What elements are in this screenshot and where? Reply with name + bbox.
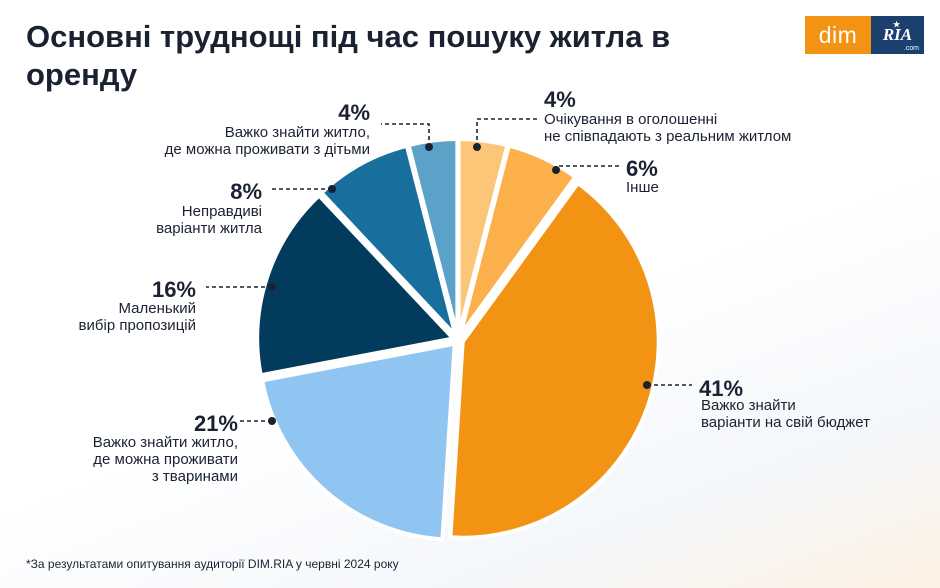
logo-ria-text: RIA — [882, 25, 913, 44]
leader-dot-3 — [328, 185, 336, 193]
slice-label-line-5-0: Очікування в оголошенні — [544, 111, 717, 128]
slice-value-2: 16% — [152, 277, 196, 302]
logo-star-icon: ★ — [893, 20, 901, 29]
leader-dot-1 — [268, 417, 276, 425]
leader-dot-4 — [425, 143, 433, 151]
slice-value-0: 41% — [699, 376, 743, 401]
slice-label-line-2-1: вибір пропозицій — [79, 317, 196, 334]
pie-slice-6 — [458, 143, 578, 338]
slice-label-line-0-0: Важко знайти — [701, 397, 796, 414]
chart-title: Основні труднощі під час пошуку житла в … — [26, 19, 671, 92]
slice-value-3: 8% — [230, 179, 262, 204]
slice-value-5: 4% — [544, 87, 576, 112]
logo-com-text: .com — [903, 45, 919, 52]
leader-line-5 — [476, 118, 538, 147]
slice-label-line-6-0: Інше — [626, 179, 659, 196]
slice-label-line-2-0: Маленький — [118, 300, 196, 317]
slice-value-1: 21% — [194, 411, 238, 436]
slice-label-6: 6%Інше — [552, 156, 659, 196]
slice-value-4: 4% — [338, 100, 370, 125]
slice-label-line-5-1: не співпадають з реальним житлом — [544, 128, 791, 145]
leader-dot-2 — [268, 283, 276, 291]
pie-slice-4 — [406, 137, 460, 338]
slice-label-1: 21%Важко знайти житло,де можна проживати… — [93, 411, 276, 485]
leader-dot-6 — [552, 166, 560, 174]
slice-label-line-1-2: з тваринами — [152, 468, 238, 485]
pie-slice-2 — [255, 193, 456, 378]
slice-label-line-1-1: де можна проживати — [93, 451, 238, 468]
leader-line-4 — [381, 123, 430, 147]
dim-ria-logo: dim ★ RIA .com — [805, 16, 924, 54]
pie-slice-3 — [319, 143, 458, 338]
slice-label-line-4-1: де можна проживати з дітьми — [165, 141, 370, 158]
slice-label-4: 4%Важко знайти житло,де можна проживати … — [165, 100, 433, 158]
slice-label-line-1-0: Важко знайти житло, — [93, 434, 238, 451]
slice-label-line-3-0: Неправдиві — [182, 203, 262, 220]
leader-dot-5 — [473, 143, 481, 151]
pie-slice-0 — [448, 181, 661, 540]
pie-slice-1 — [260, 341, 457, 542]
leader-dot-0 — [643, 381, 651, 389]
slice-value-6: 6% — [626, 156, 658, 181]
footnote: *За результатами опитування аудиторії DI… — [26, 557, 399, 571]
slice-label-line-3-1: варіанти житла — [156, 220, 263, 237]
slice-label-line-0-1: варіанти на свій бюджет — [701, 414, 870, 431]
slice-label-line-4-0: Важко знайти житло, — [225, 124, 370, 141]
logo-dim: dim — [805, 16, 871, 54]
logo-ria: ★ RIA .com — [871, 16, 924, 54]
